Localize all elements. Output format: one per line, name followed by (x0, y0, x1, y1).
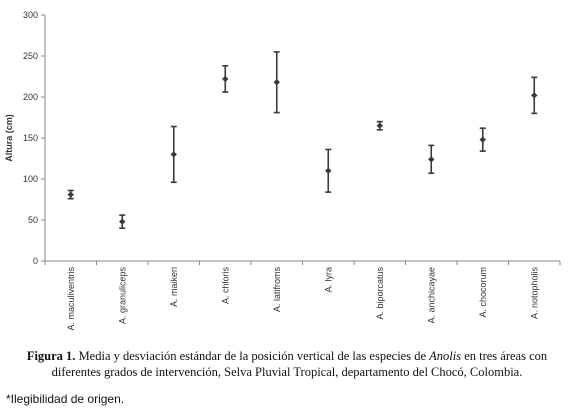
caption-label: Figura 1. (26, 349, 76, 363)
error-bar-chart: 0 50 100 150 200 250 300 A. maculiventris A. gr… (4, 10, 561, 331)
y-axis-title: Altura (cm) (4, 114, 14, 162)
mean-marker (479, 136, 486, 143)
mean-marker (119, 218, 126, 225)
error-bar-point (273, 51, 280, 114)
x-category-label: A. anchicayae (426, 267, 436, 324)
error-bar-point (428, 144, 435, 175)
y-tick-label: 250 (23, 51, 38, 61)
error-bar-point (170, 125, 177, 184)
error-bar-point (67, 189, 74, 200)
x-category-label: A. maikeri (169, 267, 179, 307)
y-tick-label: 300 (23, 10, 38, 20)
y-tick-label: 50 (28, 215, 38, 225)
x-category-label: A. granuliceps (117, 267, 127, 325)
mean-marker (273, 79, 280, 86)
x-category-label: A. lyra (323, 267, 333, 293)
error-bar-point (531, 76, 538, 115)
error-bar-point (376, 120, 383, 131)
mean-marker (531, 92, 538, 99)
x-category-label: A. latifroms (272, 267, 282, 313)
x-category-label: A. biporcatus (375, 267, 385, 320)
error-bar-point (222, 65, 229, 93)
footnote: *Ilegibilidad de origen. (6, 392, 125, 406)
mean-marker (67, 191, 74, 198)
x-axis-ticks: A. maculiventris A. granuliceps A. maikeri… (44, 261, 561, 331)
y-tick-label: 150 (23, 133, 38, 143)
mean-marker (170, 151, 177, 158)
mean-marker (325, 167, 332, 174)
caption-genus: Anolis (429, 349, 462, 363)
error-bar-point (479, 127, 486, 152)
data-marks (67, 51, 538, 229)
x-category-label: A. chloris (220, 267, 230, 305)
y-tick-label: 100 (23, 174, 38, 184)
x-category-label: A. maculiventris (66, 267, 76, 331)
mean-marker (428, 156, 435, 163)
x-category-label: A. chocorum (478, 267, 488, 318)
caption-text-before: Media y desviación estándar de la posici… (75, 349, 430, 363)
x-category-label: A. notopholis (529, 267, 539, 320)
caption-text-after: en tres áreas con diferentes grados de i… (51, 349, 548, 379)
figure-caption: Figura 1. Media y desviación estándar de… (6, 348, 568, 380)
y-tick-label: 0 (33, 256, 38, 266)
y-tick-label: 200 (23, 92, 38, 102)
mean-marker (222, 75, 229, 83)
y-axis-ticks: 0 50 100 150 200 250 300 (23, 10, 45, 266)
error-bar-point (325, 148, 332, 193)
error-bar-point (119, 214, 126, 229)
mean-marker (376, 122, 383, 129)
